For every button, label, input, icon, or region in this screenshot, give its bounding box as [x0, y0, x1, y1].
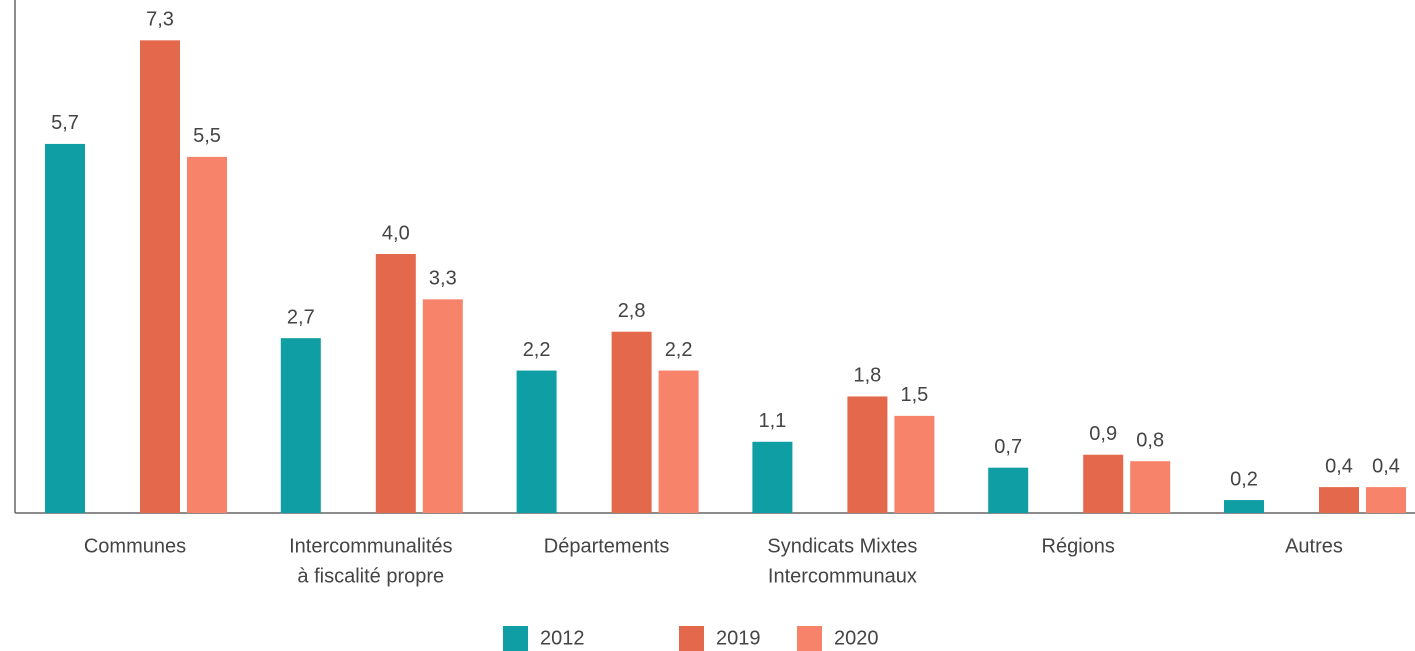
bar	[1366, 487, 1406, 513]
legend-swatch	[503, 626, 528, 651]
value-label: 0,7	[994, 436, 1022, 458]
value-label: 2,2	[665, 339, 693, 361]
x-tick-label: à fiscalité propre	[297, 565, 444, 587]
value-label: 2,2	[523, 339, 551, 361]
bar	[280, 338, 321, 513]
bar	[611, 331, 652, 513]
x-tick-label: Intercommunalités	[289, 535, 452, 557]
x-tick-label: Communes	[84, 535, 186, 557]
bar	[658, 370, 699, 513]
x-tick-label: Intercommunaux	[768, 565, 917, 587]
x-tick-label: Régions	[1042, 535, 1115, 557]
value-label: 2,7	[287, 306, 315, 328]
value-label: 5,7	[51, 112, 79, 134]
bar	[988, 467, 1029, 513]
value-label: 0,2	[1230, 468, 1258, 490]
value-label: 3,3	[429, 268, 457, 290]
value-label: 2,8	[618, 300, 646, 322]
bar	[45, 143, 85, 514]
legend-label: 2019	[716, 627, 761, 649]
value-label: 0,8	[1136, 429, 1164, 451]
value-label: 0,4	[1372, 455, 1400, 477]
bar	[1130, 461, 1171, 513]
bar	[752, 441, 793, 513]
bar	[422, 299, 463, 513]
bar	[516, 370, 557, 513]
bar	[1224, 500, 1264, 513]
legend-label: 2012	[540, 627, 585, 649]
value-label: 7,3	[146, 9, 174, 31]
legend-swatch	[679, 626, 704, 651]
x-tick-label: Autres	[1285, 535, 1343, 557]
x-tick-label: Syndicats Mixtes	[767, 535, 917, 557]
legend-swatch	[797, 626, 822, 651]
value-label: 5,5	[193, 125, 221, 147]
bar	[894, 415, 935, 513]
value-label: 0,9	[1089, 423, 1117, 445]
legend-label: 2020	[834, 627, 879, 649]
bar	[847, 396, 888, 513]
bar	[1319, 487, 1359, 513]
value-label: 1,1	[758, 410, 786, 432]
value-label: 4,0	[382, 222, 410, 244]
value-label: 1,8	[853, 365, 881, 387]
bar	[1083, 454, 1124, 513]
value-label: 0,4	[1325, 455, 1353, 477]
bar	[187, 156, 227, 513]
x-tick-label: Départements	[544, 535, 670, 557]
value-label: 1,5	[900, 384, 928, 406]
bar	[140, 40, 180, 513]
bar	[375, 254, 416, 513]
